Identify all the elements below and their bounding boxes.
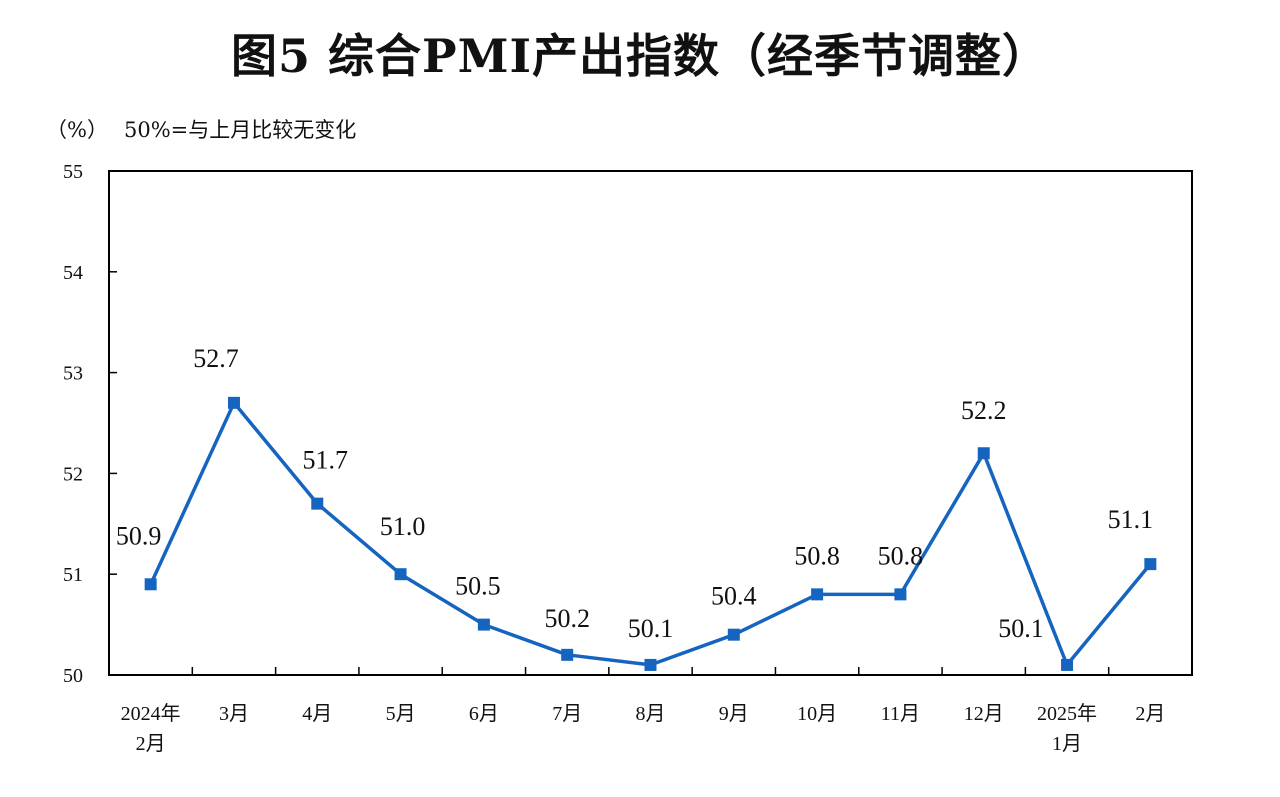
x-tick-label-line: 5月 [386, 703, 416, 725]
x-tick-label-line: 3月 [219, 703, 249, 725]
data-point-marker [1061, 658, 1074, 671]
x-tick-label-line: 8月 [636, 703, 666, 725]
x-tick-label: 8月 [636, 703, 666, 725]
x-tick-label: 12月 [964, 703, 1004, 725]
baseline-note: 50%=与上月比较无变化 [124, 118, 357, 142]
x-tick-label-line: 10月 [797, 703, 837, 725]
y-tick-label: 50 [63, 665, 83, 687]
x-tick-label: 3月 [219, 703, 249, 725]
data-point-marker [977, 447, 990, 460]
data-label: 50.9 [116, 521, 162, 550]
data-label: 51.1 [1108, 505, 1154, 534]
x-tick-label-line: 2月 [136, 733, 166, 755]
data-point-marker [144, 578, 157, 591]
x-tick-label-line: 11月 [881, 703, 920, 725]
data-point-marker [811, 588, 824, 601]
data-point-marker [561, 648, 574, 661]
data-point-marker [644, 658, 657, 671]
data-label: 50.5 [455, 572, 501, 601]
data-point-marker [477, 618, 490, 631]
data-label: 50.4 [711, 582, 757, 611]
x-axis: 2024年 2月 3月 4月 5月 6月 7月 8月 9月 10月 11月 12月 2025年 1月 2月 [121, 667, 1165, 755]
y-tick-label: 55 [63, 161, 83, 183]
y-axis-unit-label: （%） [46, 118, 108, 142]
y-axis: 50 51 52 53 54 55 [63, 161, 117, 687]
data-label: 50.8 [794, 541, 840, 570]
data-label: 50.1 [628, 614, 674, 643]
data-label: 51.0 [380, 512, 426, 541]
x-tick-label: 6月 [469, 703, 499, 725]
x-tick-label: 10月 [797, 703, 837, 725]
y-tick-label: 52 [63, 463, 83, 485]
data-point-marker [894, 588, 907, 601]
data-label: 52.7 [193, 344, 239, 373]
y-tick-label: 54 [63, 262, 83, 284]
x-tick-label-line: 2024年 [121, 702, 181, 725]
x-tick-label-line: 9月 [719, 703, 749, 725]
y-tick-label: 51 [63, 564, 83, 586]
x-tick-label: 7月 [552, 703, 582, 725]
x-tick-label: 9月 [719, 703, 749, 725]
x-tick-label: 5月 [386, 703, 416, 725]
x-tick-label-line: 2025年 [1037, 702, 1097, 725]
data-point-marker [394, 568, 407, 581]
y-tick-label: 53 [63, 363, 83, 385]
x-tick-label: 2024年 2月 [121, 702, 181, 755]
data-label: 52.2 [961, 396, 1007, 425]
plot-area-frame [108, 170, 1193, 676]
chart-title: 图5 综合PMI产出指数（经季节调整） [230, 29, 1050, 83]
data-point-marker [311, 497, 324, 510]
x-tick-label-line: 12月 [964, 703, 1004, 725]
x-tick-label-line: 4月 [302, 703, 332, 725]
data-point-marker [227, 396, 240, 409]
x-tick-label-line: 6月 [469, 703, 499, 725]
data-label: 50.1 [998, 614, 1044, 643]
data-label: 51.7 [303, 446, 349, 475]
data-point-marker [1144, 558, 1157, 571]
x-tick-label: 11月 [881, 703, 920, 725]
x-tick-label-line: 7月 [552, 703, 582, 725]
x-tick-label-line: 1月 [1052, 733, 1082, 755]
x-tick-label: 2025年 1月 [1037, 702, 1097, 755]
data-label: 50.8 [878, 541, 924, 570]
data-labels: 50.9 52.7 51.7 51.0 50.5 50.2 50.1 50.4 50.8 50.8… [116, 344, 1153, 643]
data-label: 50.2 [544, 604, 590, 633]
data-point-marker [727, 628, 740, 641]
x-tick-label: 2月 [1135, 703, 1165, 725]
x-tick-label-line: 2月 [1135, 703, 1165, 725]
series-composite-pmi [144, 396, 1157, 671]
x-tick-label: 4月 [302, 703, 332, 725]
